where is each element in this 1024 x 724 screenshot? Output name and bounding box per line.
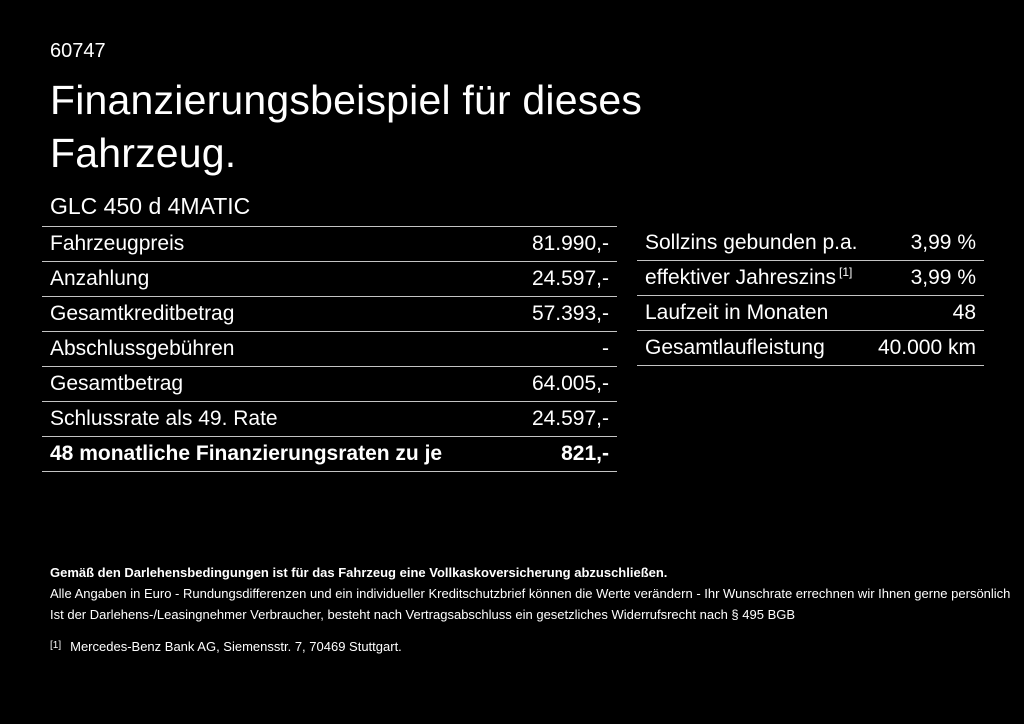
footnote-1: [1] Mercedes-Benz Bank AG, Siemensstr. 7… (50, 636, 980, 657)
table-row: Sollzins gebunden p.a. 3,99 % (637, 226, 984, 261)
page-title-line-2: Fahrzeug. (50, 130, 237, 176)
row-value: 3,99 % (910, 231, 976, 254)
table-row: Gesamtkreditbetrag 57.393,- (42, 297, 617, 332)
row-value: 3,99 % (910, 266, 976, 289)
row-value: 64.005,- (531, 372, 609, 395)
footnote-1-text: Mercedes-Benz Bank AG, Siemensstr. 7, 70… (70, 639, 402, 654)
table-row: Anzahlung 24.597,- (42, 262, 617, 297)
page-title-line-1: Finanzierungsbeispiel für dieses (50, 77, 643, 123)
table-row: Laufzeit in Monaten 48 (637, 296, 984, 331)
insurance-note: Gemäß den Darlehensbedingungen ist für d… (50, 565, 668, 580)
table-row: Schlussrate als 49. Rate 24.597,- (42, 402, 617, 437)
footnote-1-marker: [1] (50, 640, 62, 651)
row-label: Abschlussgebühren (50, 337, 235, 360)
row-value: 40.000 km (877, 336, 976, 359)
rounding-note: Alle Angaben in Euro - Rundungsdifferenz… (50, 586, 1011, 601)
table-row: effektiver Jahreszins [1] 3,99 % (637, 261, 984, 296)
row-label: Fahrzeugpreis (50, 232, 185, 255)
table-row: Abschlussgebühren - (42, 332, 617, 367)
table-row: 48 monatliche Finanzierungsraten zu je 82… (42, 437, 617, 472)
footnote-marker: [1] (839, 265, 853, 279)
row-label: Laufzeit in Monaten (645, 301, 829, 324)
row-value: 81.990,- (531, 232, 609, 255)
table-row: Gesamtlaufleistung 40.000 km (637, 331, 984, 366)
vehicle-model: GLC 450 d 4MATIC (50, 193, 251, 219)
row-label: 48 monatliche Finanzierungsraten zu je (50, 442, 443, 465)
row-value: 57.393,- (531, 302, 609, 325)
row-label: Gesamtlaufleistung (645, 336, 825, 359)
legal-notes: Gemäß den Darlehensbedingungen ist für d… (50, 562, 1011, 657)
page-title: Finanzierungsbeispiel für dieses Fahrzeug… (50, 74, 642, 180)
row-value: 821,- (561, 442, 609, 465)
row-value: - (602, 337, 609, 360)
financing-table: Fahrzeugpreis 81.990,- Anzahlung 24.597,- Ge… (42, 226, 617, 472)
row-label: Gesamtkreditbetrag (50, 302, 235, 325)
row-label: Sollzins gebunden p.a. (645, 231, 858, 254)
withdrawal-note: Ist der Darlehens-/Leasingnehmer Verbrau… (50, 607, 796, 622)
row-value: 24.597,- (531, 267, 609, 290)
row-label: Gesamtbetrag (50, 372, 184, 395)
row-label: Schlussrate als 49. Rate (50, 407, 278, 430)
row-value: 24.597,- (531, 407, 609, 430)
offer-code: 60747 (50, 40, 106, 62)
table-row: Fahrzeugpreis 81.990,- (42, 227, 617, 262)
row-value: 48 (952, 301, 976, 324)
row-label: effektiver Jahreszins [1] (645, 265, 853, 289)
row-label: Anzahlung (50, 267, 150, 290)
conditions-table: Sollzins gebunden p.a. 3,99 % effektiver J… (637, 226, 984, 366)
table-row: Gesamtbetrag 64.005,- (42, 367, 617, 402)
